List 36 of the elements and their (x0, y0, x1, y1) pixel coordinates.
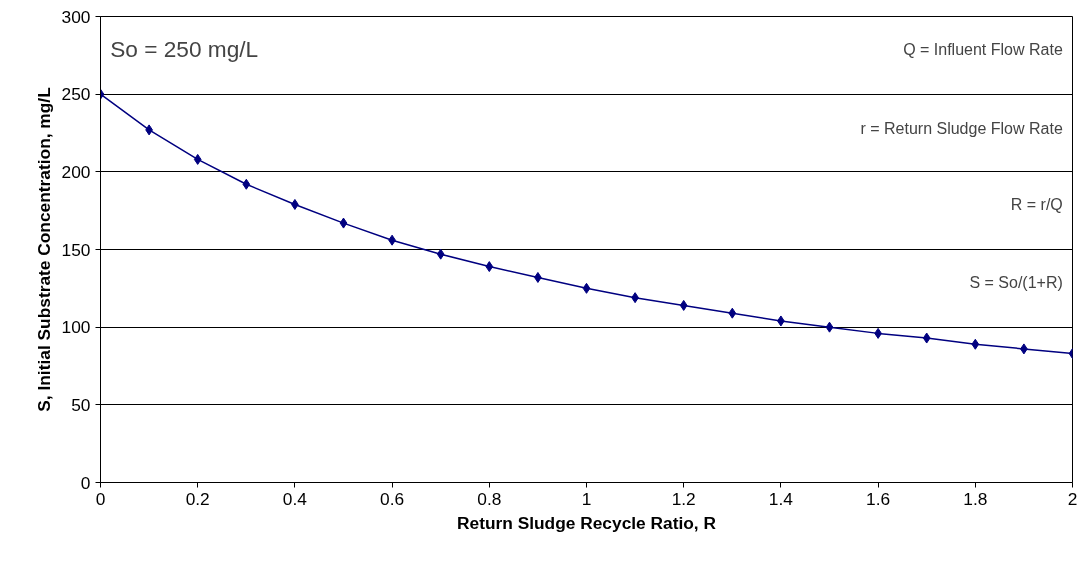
point (971, 338, 980, 350)
point (922, 332, 931, 344)
point (679, 299, 688, 311)
x-axis-title: Return Sludge Recycle Ratio, R (456, 512, 717, 533)
x-tick-label: 2 (1067, 488, 1078, 509)
y-axis-title: S, Initial Substrate Concentration, mg/L (33, 86, 54, 412)
y-tick-label: 250 (61, 84, 91, 105)
x-tick-label: 1 (581, 488, 592, 509)
annotation: S = So/(1+R) (969, 273, 1063, 291)
annotation: Q = Influent Flow Rate (903, 40, 1063, 58)
y-tick-label: 50 (71, 394, 91, 415)
annotation: R = r/Q (1010, 195, 1063, 213)
x-tick-label: 0.2 (185, 488, 210, 509)
x-tick-label: 1.4 (768, 488, 794, 509)
point (436, 248, 445, 260)
y-tick-label: 300 (61, 6, 91, 27)
y-tick-label: 150 (61, 239, 91, 260)
point (825, 321, 834, 333)
x-tick-label: 1.8 (963, 488, 988, 509)
x-tick-label: 0 (95, 488, 106, 509)
point (242, 178, 251, 190)
point (339, 217, 348, 229)
x-tick-label: 1.2 (671, 488, 696, 509)
x-tick-label: 0.4 (282, 488, 308, 509)
y-tick-label: 100 (61, 317, 91, 338)
y-tick-label: 0 (80, 472, 91, 493)
point (193, 153, 202, 165)
x-tick-label: 1.6 (866, 488, 891, 509)
y-tick-label: 200 (61, 161, 91, 182)
x-tick-label: 0.6 (380, 488, 405, 509)
point (485, 261, 494, 273)
annotation: r = Return Sludge Flow Rate (860, 119, 1063, 137)
point (582, 282, 591, 294)
annotation: So = 250 mg/L (110, 36, 259, 63)
point (728, 307, 737, 319)
x-tick-label: 0.8 (477, 488, 502, 509)
